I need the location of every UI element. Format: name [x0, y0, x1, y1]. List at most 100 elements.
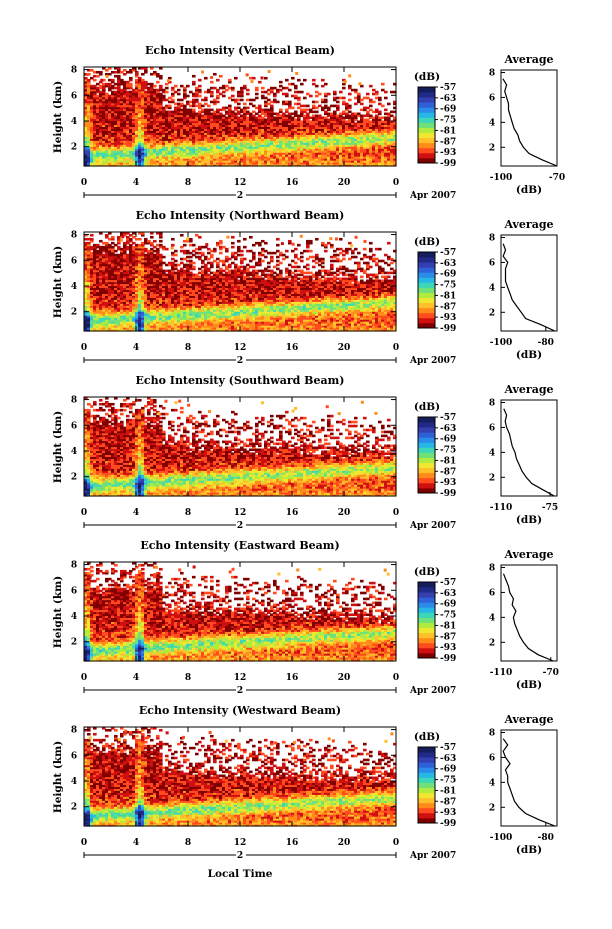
x-tick-label: 0 — [81, 178, 87, 188]
heatmap-cell — [372, 101, 376, 104]
colorbar-tick-label: -93 — [440, 148, 456, 158]
heatmap-cell — [276, 101, 280, 104]
heatmap-cell — [204, 77, 208, 80]
heatmap-cell — [348, 85, 352, 88]
heatmap-cell — [156, 81, 160, 84]
heatmap-cell — [252, 77, 256, 80]
heatmap-cell — [255, 93, 259, 96]
heatmap-cell — [201, 71, 204, 74]
colorbar-tick-label: -87 — [440, 137, 456, 147]
heatmap-cell — [285, 79, 289, 82]
heatmap-cell — [228, 105, 232, 108]
heatmap-cell — [378, 97, 382, 100]
heatmap-cell — [216, 101, 220, 104]
colorbar-tick-label: -63 — [440, 94, 456, 104]
y-tick-label: 8 — [71, 66, 77, 76]
colorbar-swatch — [418, 92, 435, 97]
heatmap-cell — [213, 73, 217, 76]
heatmap-cell — [246, 89, 250, 92]
heatmap-cell — [279, 81, 283, 84]
heatmap-cell — [336, 101, 340, 104]
y-tick-label: 4 — [71, 117, 77, 127]
heatmap-cell — [153, 240, 157, 243]
heatmap-cell — [198, 79, 202, 82]
y-tick-label: 6 — [71, 91, 77, 101]
heatmap-cell — [90, 234, 94, 237]
colorbar-tick-label: -57 — [440, 83, 456, 93]
panel-title: Echo Intensity (Vertical Beam) — [145, 44, 335, 57]
x-tick-label: 20 — [338, 178, 351, 188]
heatmap-cell — [318, 93, 322, 96]
avg-title: Average — [503, 53, 553, 66]
heatmap-cell — [192, 81, 196, 84]
heatmap-cell — [324, 83, 328, 86]
heatmap-cell — [255, 97, 259, 100]
heatmap-cell — [258, 81, 262, 84]
colorbar-swatch — [418, 107, 435, 112]
heatmap-cell — [315, 101, 319, 104]
heatmap-cell — [327, 93, 331, 96]
heatmap-cell — [333, 91, 337, 94]
heatmap-cell — [111, 236, 115, 239]
heatmap-cell — [231, 95, 235, 98]
heatmap-cell — [300, 91, 304, 94]
panel-2: Echo Intensity (Northward Beam)0 4 8 12 16 20… — [52, 209, 557, 366]
heatmap-cell — [210, 76, 213, 79]
heatmap-cell — [216, 79, 220, 82]
heatmap-cell — [321, 79, 325, 82]
heatmap-cell — [336, 105, 340, 108]
avg-y-tick-label: 6 — [489, 93, 495, 103]
heatmap-cell — [153, 85, 157, 88]
heatmap-cell — [360, 103, 364, 106]
x-tick-label: 12 — [234, 178, 247, 188]
heatmap-cell — [111, 79, 115, 82]
heatmap-cell — [246, 107, 250, 110]
heatmap-cell — [288, 101, 292, 104]
panel-1: Echo Intensity (Vertical Beam) 0 4 8 12 16 20 0… — [52, 44, 565, 201]
heatmap-cell — [159, 75, 163, 78]
heatmap-cell — [279, 109, 283, 112]
heatmap-cell — [255, 87, 259, 90]
heatmap-cell — [192, 75, 196, 78]
colorbar-tick-label: -81 — [440, 126, 456, 136]
heatmap-cell — [348, 74, 351, 77]
heatmap-cell — [246, 93, 250, 96]
heatmap-cell — [222, 95, 226, 98]
heatmap-cell — [198, 89, 202, 92]
heatmap-cell — [228, 79, 232, 82]
x-tick-label: 0 — [393, 178, 399, 188]
heatmap-cell — [300, 83, 304, 86]
heatmap-cell — [165, 248, 169, 251]
heatmap-cell — [315, 111, 319, 114]
colorbar-swatch — [418, 117, 435, 122]
colorbar-swatch — [418, 133, 435, 138]
heatmap-cell — [90, 238, 94, 241]
panel-title: Echo Intensity (Northward Beam) — [136, 209, 345, 222]
heatmap-cell — [250, 80, 253, 83]
heatmap-cell — [342, 97, 346, 100]
colorbar-swatch — [418, 97, 435, 102]
heatmap-cell — [348, 105, 352, 108]
heatmap-cell — [177, 89, 181, 92]
colorbar-swatch — [418, 148, 435, 153]
heatmap-cell — [357, 93, 361, 96]
heatmap-cell — [261, 87, 265, 90]
heatmap-cell — [358, 82, 361, 85]
heatmap-cell — [138, 238, 142, 241]
heatmap-cell — [312, 79, 316, 82]
x-tick-label: 16 — [286, 178, 299, 188]
heatmap-cell — [86, 73, 89, 76]
heatmap-cell — [369, 105, 373, 108]
heatmap-cell — [159, 240, 163, 243]
x-tick-label: 4 — [133, 178, 139, 188]
heatmap-cell — [207, 105, 211, 108]
colorbar-tick-label: -75 — [440, 116, 456, 126]
heatmap-cell — [381, 105, 385, 108]
heatmap-cell — [348, 99, 352, 102]
heatmap-cell — [168, 105, 172, 108]
colorbar-swatch — [418, 138, 435, 143]
avg-frame — [501, 70, 557, 166]
heatmap-cell — [309, 95, 313, 98]
heatmap-cell — [258, 105, 262, 108]
heatmap-cell — [100, 79, 103, 82]
